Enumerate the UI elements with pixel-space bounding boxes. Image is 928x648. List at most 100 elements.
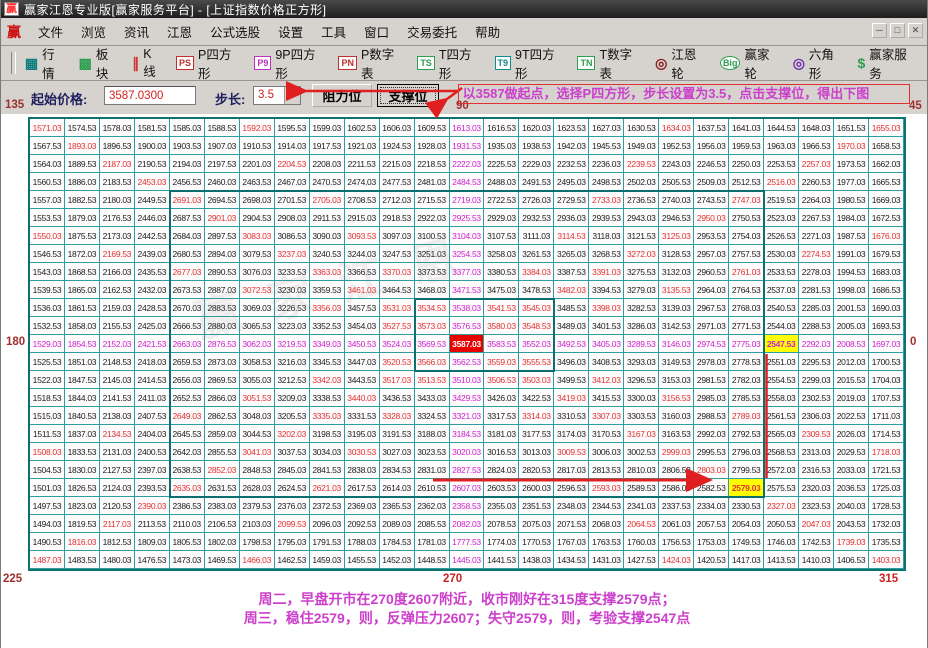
grid-cell[interactable]: 3492.53 bbox=[554, 335, 590, 353]
grid-cell[interactable]: 3349.03 bbox=[309, 335, 345, 353]
grid-cell[interactable]: 3261.53 bbox=[519, 245, 555, 263]
grid-cell[interactable]: 3275.53 bbox=[624, 263, 660, 281]
grid-cell[interactable]: 2652.53 bbox=[169, 389, 205, 407]
grid-cell[interactable]: 2194.03 bbox=[169, 155, 205, 173]
grid-cell[interactable]: 2771.53 bbox=[729, 317, 765, 335]
grid-cell[interactable]: 3076.03 bbox=[239, 263, 275, 281]
grid-cell[interactable]: 3534.53 bbox=[414, 299, 450, 317]
grid-cell[interactable]: 1777.53 bbox=[449, 533, 485, 551]
grid-cell[interactable]: 2299.03 bbox=[799, 371, 835, 389]
grid-cell[interactable]: 1816.03 bbox=[64, 533, 100, 551]
grid-cell[interactable]: 3478.53 bbox=[519, 281, 555, 299]
grid-cell[interactable]: 3527.53 bbox=[379, 317, 415, 335]
grid-cell[interactable]: 3583.53 bbox=[484, 335, 520, 353]
grid-cell[interactable]: 2355.03 bbox=[484, 497, 520, 515]
grid-cell[interactable]: 2922.03 bbox=[414, 209, 450, 227]
grid-cell[interactable]: 1627.03 bbox=[589, 119, 625, 137]
grid-cell[interactable]: 2243.03 bbox=[659, 155, 695, 173]
menu-item[interactable]: 帮助 bbox=[475, 25, 501, 40]
grid-cell[interactable]: 2411.03 bbox=[134, 389, 170, 407]
grid-cell[interactable]: 2817.03 bbox=[554, 461, 590, 479]
grid-cell[interactable]: 2211.53 bbox=[344, 155, 380, 173]
grid-cell[interactable]: 2953.53 bbox=[694, 227, 730, 245]
grid-cell[interactable]: 1756.53 bbox=[659, 533, 695, 551]
grid-cell[interactable]: 1987.53 bbox=[834, 227, 870, 245]
grid-cell[interactable]: 2166.03 bbox=[99, 263, 135, 281]
grid-cell[interactable]: 3181.03 bbox=[484, 425, 520, 443]
grid-cell[interactable]: 2887.03 bbox=[204, 281, 240, 299]
grid-cell[interactable]: 2348.03 bbox=[554, 497, 590, 515]
grid-cell[interactable]: 3216.03 bbox=[274, 353, 310, 371]
support-button[interactable]: 支撑位 bbox=[377, 84, 439, 107]
grid-cell[interactable]: 2484.53 bbox=[449, 173, 485, 191]
grid-cell[interactable]: 2215.03 bbox=[379, 155, 415, 173]
grid-cell[interactable]: 2778.53 bbox=[729, 353, 765, 371]
grid-cell[interactable]: 2421.53 bbox=[134, 335, 170, 353]
grid-cell[interactable]: 1665.53 bbox=[869, 173, 904, 191]
grid-cell[interactable]: 1448.53 bbox=[414, 551, 450, 569]
grid-cell[interactable]: 1742.53 bbox=[799, 533, 835, 551]
grid-cell[interactable]: 2691.03 bbox=[169, 191, 205, 209]
grid-cell[interactable]: 3555.53 bbox=[519, 353, 555, 371]
grid-cell[interactable]: 2967.53 bbox=[694, 299, 730, 317]
grid-cell[interactable]: 1830.03 bbox=[64, 461, 100, 479]
grid-cell[interactable]: 2533.53 bbox=[764, 263, 800, 281]
grid-cell[interactable]: 2649.03 bbox=[169, 407, 205, 425]
grid-cell[interactable]: 3023.53 bbox=[414, 443, 450, 461]
grid-cell[interactable]: 2551.03 bbox=[764, 353, 800, 371]
grid-cell[interactable]: 1844.03 bbox=[64, 389, 100, 407]
grid-cell[interactable]: 1735.53 bbox=[869, 533, 904, 551]
grid-cell[interactable]: 3097.03 bbox=[379, 227, 415, 245]
grid-cell[interactable]: 3142.53 bbox=[659, 317, 695, 335]
grid-cell[interactable]: 2687.53 bbox=[169, 209, 205, 227]
grid-cell[interactable]: 3314.03 bbox=[519, 407, 555, 425]
toolbar-button-9p-square[interactable]: P9 9P四方形 bbox=[251, 42, 328, 84]
grid-cell[interactable]: 2463.53 bbox=[239, 173, 275, 191]
grid-cell[interactable]: 1711.03 bbox=[869, 407, 904, 425]
grid-cell[interactable]: 1760.03 bbox=[624, 533, 660, 551]
grid-cell[interactable]: 2596.53 bbox=[554, 479, 590, 497]
grid-cell[interactable]: 2631.53 bbox=[204, 479, 240, 497]
grid-cell[interactable]: 2530.03 bbox=[764, 245, 800, 263]
grid-cell[interactable]: 2330.53 bbox=[729, 497, 765, 515]
grid-cell[interactable]: 2894.03 bbox=[204, 245, 240, 263]
grid-cell[interactable]: 1767.03 bbox=[554, 533, 590, 551]
grid-cell[interactable]: 2642.03 bbox=[169, 443, 205, 461]
grid-cell[interactable]: 2012.03 bbox=[834, 353, 870, 371]
grid-cell[interactable]: 3475.03 bbox=[484, 281, 520, 299]
grid-cell[interactable]: 1791.53 bbox=[309, 533, 345, 551]
grid-cell[interactable]: 1991.03 bbox=[834, 245, 870, 263]
grid-cell[interactable]: 3419.03 bbox=[554, 389, 590, 407]
grid-cell[interactable]: 2337.53 bbox=[659, 497, 695, 515]
grid-cell[interactable]: 3331.53 bbox=[344, 407, 380, 425]
grid-cell[interactable]: 1403.03 bbox=[869, 551, 904, 569]
grid-cell[interactable]: 3310.53 bbox=[554, 407, 590, 425]
grid-cell[interactable]: 1616.53 bbox=[484, 119, 520, 137]
grid-cell[interactable]: 2281.53 bbox=[799, 281, 835, 299]
grid-cell[interactable]: 3167.03 bbox=[624, 425, 660, 443]
grid-cell[interactable]: 3345.53 bbox=[309, 353, 345, 371]
grid-cell[interactable]: 3009.53 bbox=[554, 443, 590, 461]
grid-cell[interactable]: 3520.53 bbox=[379, 353, 415, 371]
grid-cell[interactable]: 2519.53 bbox=[764, 191, 800, 209]
grid-cell[interactable]: 3541.53 bbox=[484, 299, 520, 317]
grid-cell[interactable]: 1963.03 bbox=[764, 137, 800, 155]
grid-cell[interactable]: 3587.03 bbox=[449, 335, 485, 353]
grid-cell[interactable]: 2379.53 bbox=[239, 497, 275, 515]
grid-cell[interactable]: 2474.03 bbox=[344, 173, 380, 191]
grid-cell[interactable]: 3083.03 bbox=[239, 227, 275, 245]
grid-cell[interactable]: 2222.03 bbox=[449, 155, 485, 173]
grid-cell[interactable]: 3394.53 bbox=[589, 281, 625, 299]
grid-cell[interactable]: 1966.53 bbox=[799, 137, 835, 155]
grid-cell[interactable]: 3426.03 bbox=[484, 389, 520, 407]
grid-cell[interactable]: 2117.03 bbox=[99, 515, 135, 533]
grid-cell[interactable]: 1476.53 bbox=[134, 551, 170, 569]
grid-cell[interactable]: 2939.53 bbox=[589, 209, 625, 227]
grid-cell[interactable]: 1504.53 bbox=[30, 461, 65, 479]
grid-cell[interactable]: 2096.03 bbox=[309, 515, 345, 533]
grid-cell[interactable]: 2099.53 bbox=[274, 515, 310, 533]
grid-cell[interactable]: 3499.53 bbox=[554, 371, 590, 389]
grid-cell[interactable]: 1840.53 bbox=[64, 407, 100, 425]
toolbar-button-service[interactable]: $ 赢家服务 bbox=[854, 42, 920, 84]
grid-cell[interactable]: 3454.03 bbox=[344, 317, 380, 335]
